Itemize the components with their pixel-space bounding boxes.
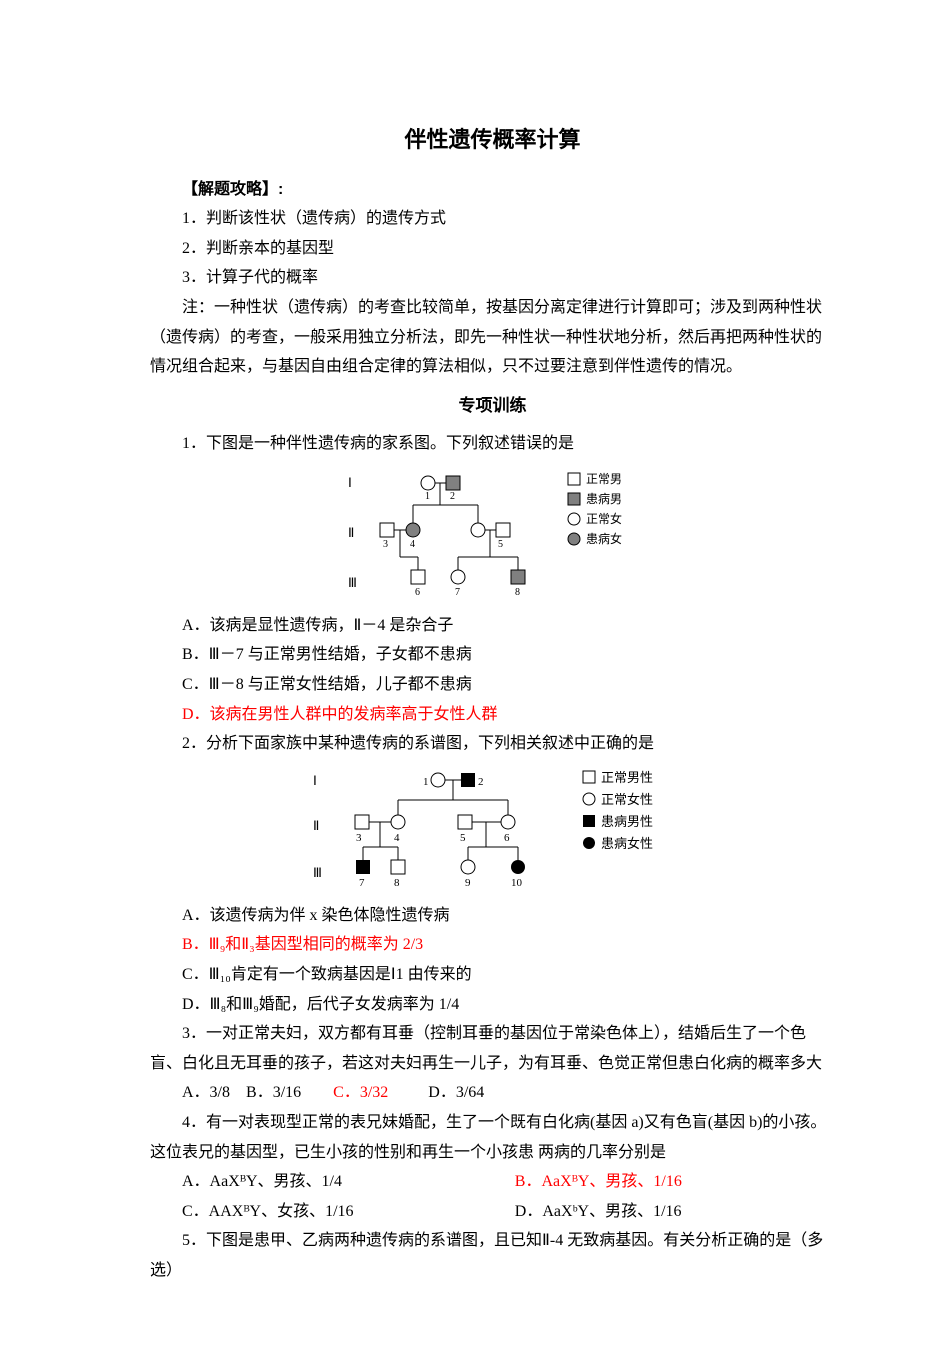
strategy-3: 3．计算子代的概率 [150,263,835,293]
q3-opt-b: B．3/16 [246,1084,301,1101]
svg-text:7: 7 [455,587,460,598]
svg-text:5: 5 [498,539,503,550]
svg-text:9: 9 [465,877,471,889]
svg-text:10: 10 [511,877,523,889]
q1-opt-a: A．该病是显性遗传病，Ⅱ－4 是杂合子 [150,611,835,641]
q1-opt-c: C．Ⅲ－8 与正常女性结婚，儿子都不患病 [150,670,835,700]
pedigree-1: 正常男 患病男 正常女 患病女 Ⅰ Ⅱ Ⅲ 1 2 [150,465,835,605]
q4-opts-row1: A．AaXᴮY、男孩、1/4 B．AaXᴮY、男孩、1/16 [150,1167,835,1197]
strategy-head-text: 【解题攻略】: [182,181,283,198]
svg-text:患病男: 患病男 [586,491,622,506]
svg-text:Ⅰ: Ⅰ [313,773,317,788]
svg-text:3: 3 [383,539,388,550]
strategy-head: 【解题攻略】: [150,175,835,205]
svg-text:2: 2 [450,491,455,502]
q2-opt-b: B．Ⅲ₉和Ⅱ₃基因型相同的概率为 2/3 [150,930,835,960]
strategy-note: 注：一种性状（遗传病）的考查比较简单，按基因分离定律进行计算即可；涉及到两种性状… [150,293,835,382]
page-title: 伴性遗传概率计算 [150,120,835,161]
q3-stem: 3．一对正常夫妇，双方都有耳垂（控制耳垂的基因位于常染色体上），结婚后生了一个色… [150,1019,835,1078]
q4-opt-d: D．AaXᵇY、男孩、1/16 [483,1197,812,1227]
svg-text:Ⅰ: Ⅰ [348,475,352,490]
svg-text:Ⅲ: Ⅲ [313,865,322,880]
q3-opt-c: C．3/32 [333,1084,388,1101]
q2-stem: 2．分析下面家族中某种遗传病的系谱图，下列相关叙述中正确的是 [150,729,835,759]
svg-text:2: 2 [478,776,484,788]
q2-opt-a: A．该遗传病为伴 x 染色体隐性遗传病 [150,901,835,931]
svg-text:8: 8 [394,877,400,889]
training-head: 专项训练 [150,390,835,421]
svg-text:Ⅱ: Ⅱ [348,525,354,540]
svg-text:Ⅲ: Ⅲ [348,575,357,590]
q4-stem: 4．有一对表现型正常的表兄妹婚配，生了一个既有白化病(基因 a)又有色盲(基因 … [150,1108,835,1167]
svg-text:患病女: 患病女 [586,531,622,546]
q2-opt-d: D．Ⅲ₈和Ⅲ₉婚配，后代子女发病率为 1/4 [150,990,835,1020]
q4-opts-row2: C．AAXᴮY、女孩、1/16 D．AaXᵇY、男孩、1/16 [150,1197,835,1227]
svg-text:1: 1 [423,776,429,788]
q4-opt-b: B．AaXᴮY、男孩、1/16 [483,1167,812,1197]
svg-text:正常男性: 正常男性 [601,770,653,785]
q3-opts: A．3/8 B．3/16 C．3/32 D．3/64 [150,1078,835,1108]
svg-text:患病男性: 患病男性 [601,814,653,829]
svg-text:患病女性: 患病女性 [601,836,653,851]
svg-text:Ⅱ: Ⅱ [313,818,319,833]
svg-text:7: 7 [359,877,365,889]
q3-opt-d: D．3/64 [428,1084,484,1101]
q5-stem: 5．下图是患甲、乙病两种遗传病的系谱图，且已知Ⅱ-4 无致病基因。有关分析正确的… [150,1226,835,1285]
q3-opt-a: A．3/8 [182,1084,230,1101]
svg-text:4: 4 [410,539,415,550]
svg-text:8: 8 [515,587,520,598]
svg-text:1: 1 [425,491,430,502]
strategy-1: 1．判断该性状（遗传病）的遗传方式 [150,204,835,234]
strategy-2: 2．判断亲本的基因型 [150,234,835,264]
svg-text:5: 5 [460,832,466,844]
q1-opt-d: D．该病在男性人群中的发病率高于女性人群 [150,700,835,730]
svg-text:4: 4 [394,832,400,844]
q4-opt-a: A．AaXᴮY、男孩、1/4 [150,1167,479,1197]
q1-opt-b: B．Ⅲ－7 与正常男性结婚，子女都不患病 [150,640,835,670]
svg-text:正常女性: 正常女性 [601,792,653,807]
q2-opt-c: C．Ⅲ₁₀肯定有一个致病基因是Ⅰ1 由传来的 [150,960,835,990]
q1-stem: 1．下图是一种伴性遗传病的家系图。下列叙述错误的是 [150,429,835,459]
q4-opt-c: C．AAXᴮY、女孩、1/16 [150,1197,479,1227]
svg-text:6: 6 [504,832,510,844]
pedigree-2: 正常男性 正常女性 患病男性 患病女性 Ⅰ Ⅱ Ⅲ 1 2 [150,765,835,895]
svg-text:6: 6 [415,587,420,598]
svg-text:正常男: 正常男 [586,472,622,486]
svg-text:3: 3 [356,832,362,844]
svg-text:正常女: 正常女 [586,511,622,526]
